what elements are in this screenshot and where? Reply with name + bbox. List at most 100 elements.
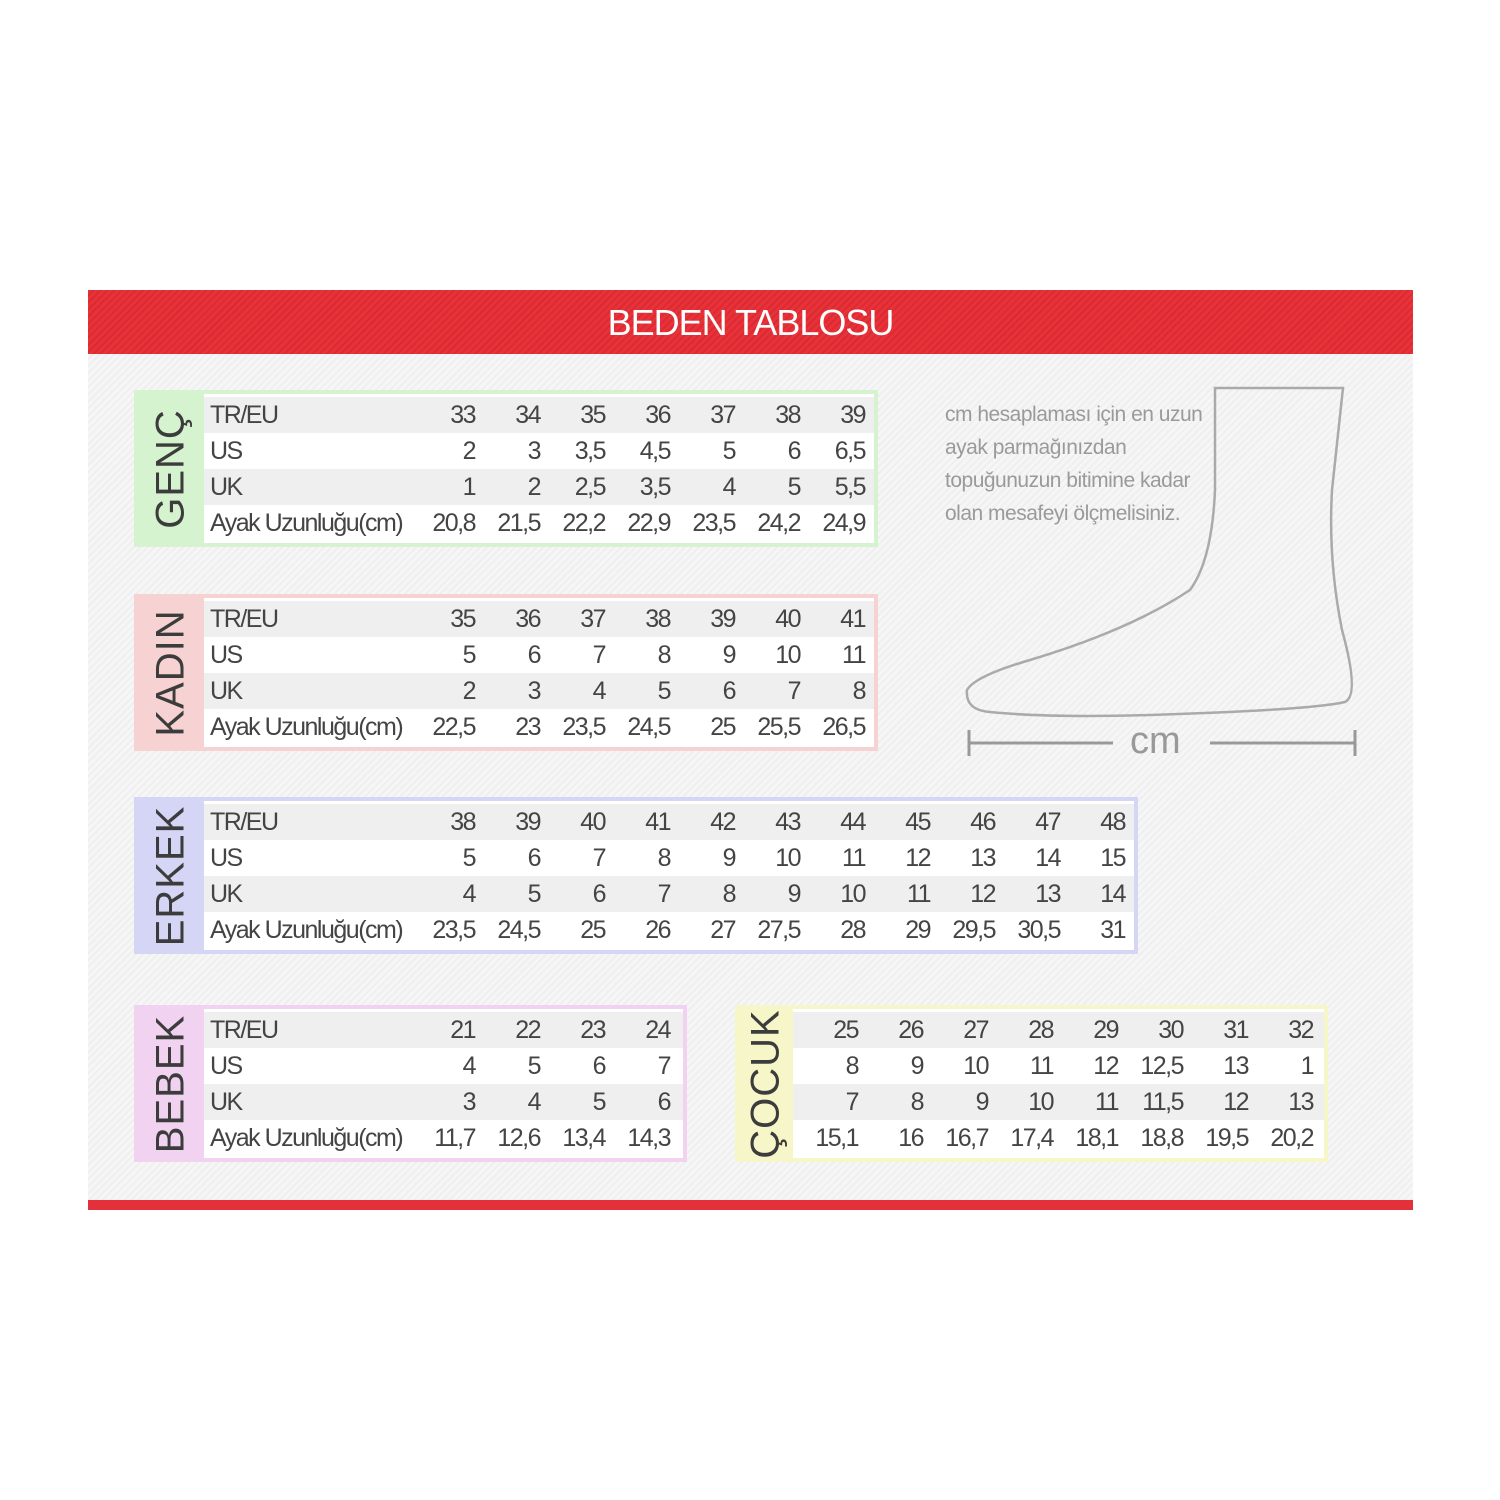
table-rows: TR/EU 35 36 37 38 39 40 41 US 5 6 7 8 9 10 11 UK 2 3 4 5 6 7 8 A… xyxy=(204,601,874,745)
size-cell: 44 xyxy=(840,807,866,836)
size-cell: 8 xyxy=(722,879,737,908)
size-cell: 23,5 xyxy=(562,712,606,741)
size-cell: 13 xyxy=(1223,1051,1249,1080)
table-row: US 5 6 7 8 9 10 11 12 13 14 15 xyxy=(204,840,1134,876)
size-cell: 5 xyxy=(527,879,542,908)
foot-outline-icon xyxy=(965,386,1357,756)
size-cell: 25 xyxy=(710,712,736,741)
size-cell: 25 xyxy=(580,915,606,944)
size-table-cocuk: ÇOCUK 25 26 27 28 29 30 31 32 8 9 10 11 12 12,5 13 1 7 8 9 1… xyxy=(735,1005,1328,1162)
size-cell: 23 xyxy=(515,712,541,741)
size-cell: 1 xyxy=(1300,1051,1315,1080)
size-cell: 29 xyxy=(905,915,931,944)
size-cell: 3 xyxy=(527,676,542,705)
size-cell: 6 xyxy=(592,879,607,908)
size-cell: 7 xyxy=(657,1051,672,1080)
table-rows: TR/EU 21 22 23 24 US 4 5 6 7 UK 3 4 5 6 Ayak Uzunluğu(c… xyxy=(204,1012,683,1156)
row-header: Ayak Uzunluğu(cm) xyxy=(210,508,404,537)
row-header: TR/EU xyxy=(210,604,279,633)
size-cell: 21 xyxy=(450,1015,476,1044)
size-cell: 24,2 xyxy=(757,508,801,537)
size-cell: 12,5 xyxy=(1140,1051,1184,1080)
size-cell: 10 xyxy=(775,640,801,669)
table-row: Ayak Uzunluğu(cm) 20,8 21,5 22,2 22,9 23,5 24,… xyxy=(204,505,874,541)
size-cell: 5,5 xyxy=(834,472,867,501)
size-cell: 9 xyxy=(910,1051,925,1080)
size-cell: 20,2 xyxy=(1270,1123,1314,1152)
table-row: Ayak Uzunluğu(cm) 22,5 23 23,5 24,5 25 25,5 26,… xyxy=(204,709,874,745)
size-cell: 11 xyxy=(1095,1087,1119,1116)
table-row: Ayak Uzunluğu(cm) 11,7 12,6 13,4 14,3 xyxy=(204,1120,683,1156)
size-cell: 6 xyxy=(527,640,542,669)
size-cell: 17,4 xyxy=(1010,1123,1054,1152)
size-cell: 22,5 xyxy=(432,712,476,741)
row-header: UK xyxy=(210,879,243,908)
size-cell: 40 xyxy=(775,604,801,633)
size-cell: 7 xyxy=(787,676,802,705)
size-cell: 9 xyxy=(722,843,737,872)
size-cell: 7 xyxy=(592,843,607,872)
table-row: UK 1 2 2,5 3,5 4 5 5,5 xyxy=(204,469,874,505)
ruler-label: cm xyxy=(1130,720,1181,762)
size-cell: 26 xyxy=(898,1015,924,1044)
size-cell: 12 xyxy=(905,843,931,872)
size-cell: 10 xyxy=(1028,1087,1054,1116)
size-cell: 8 xyxy=(657,640,672,669)
row-header: Ayak Uzunluğu(cm) xyxy=(210,1123,404,1152)
size-cell: 22,9 xyxy=(627,508,671,537)
size-cell: 8 xyxy=(852,676,867,705)
row-header: TR/EU xyxy=(210,1015,279,1044)
size-cell: 37 xyxy=(710,400,736,429)
table-row: 15,1 16 16,7 17,4 18,1 18,8 19,5 20,2 xyxy=(793,1120,1324,1156)
category-label-cell: ERKEK xyxy=(138,801,204,950)
size-cell: 20,8 xyxy=(432,508,476,537)
size-cell: 31 xyxy=(1100,915,1126,944)
chart-title: BEDEN TABLOSU xyxy=(88,290,1413,354)
size-cell: 48 xyxy=(1100,807,1126,836)
size-cell: 11,5 xyxy=(1142,1087,1184,1116)
size-cell: 34 xyxy=(515,400,541,429)
row-header: US xyxy=(210,640,243,669)
size-cell: 28 xyxy=(1028,1015,1054,1044)
size-table-erkek: ERKEK TR/EU 38 39 40 41 42 43 44 45 46 47 48 US 5 6 7 8 9 1… xyxy=(134,797,1138,954)
size-cell: 30,5 xyxy=(1017,915,1061,944)
size-cell: 47 xyxy=(1035,807,1061,836)
row-header: Ayak Uzunluğu(cm) xyxy=(210,915,404,944)
table-rows: 25 26 27 28 29 30 31 32 8 9 10 11 12 12,5 13 1 7 8 9 10 11 11… xyxy=(793,1012,1324,1156)
size-cell: 8 xyxy=(845,1051,860,1080)
size-cell: 11 xyxy=(907,879,931,908)
table-row: US 2 3 3,5 4,5 5 6 6,5 xyxy=(204,433,874,469)
size-cell: 26 xyxy=(645,915,671,944)
size-cell: 5 xyxy=(787,472,802,501)
table-row: UK 2 3 4 5 6 7 8 xyxy=(204,673,874,709)
size-cell: 6 xyxy=(592,1051,607,1080)
row-header: UK xyxy=(210,1087,243,1116)
row-header: US xyxy=(210,843,243,872)
size-cell: 12 xyxy=(1093,1051,1119,1080)
size-cell: 41 xyxy=(645,807,671,836)
size-cell: 1 xyxy=(462,472,477,501)
size-cell: 4 xyxy=(722,472,737,501)
size-cell: 13 xyxy=(1288,1087,1314,1116)
size-cell: 4 xyxy=(462,879,477,908)
table-rows: TR/EU 38 39 40 41 42 43 44 45 46 47 48 US 5 6 7 8 9 10 11 12… xyxy=(204,804,1134,948)
size-cell: 39 xyxy=(710,604,736,633)
size-cell: 45 xyxy=(905,807,931,836)
size-cell: 3,5 xyxy=(574,436,607,465)
size-cell: 12,6 xyxy=(497,1123,541,1152)
size-cell: 29 xyxy=(1093,1015,1119,1044)
size-cell: 36 xyxy=(515,604,541,633)
size-cell: 24,9 xyxy=(822,508,866,537)
size-cell: 23 xyxy=(580,1015,606,1044)
size-cell: 27 xyxy=(963,1015,989,1044)
size-cell: 4 xyxy=(462,1051,477,1080)
size-cell: 23,5 xyxy=(692,508,736,537)
size-cell: 4,5 xyxy=(639,436,672,465)
table-row: TR/EU 21 22 23 24 xyxy=(204,1012,683,1048)
size-cell: 18,8 xyxy=(1140,1123,1184,1152)
size-cell: 2,5 xyxy=(574,472,607,501)
table-row: US 5 6 7 8 9 10 11 xyxy=(204,637,874,673)
size-cell: 30 xyxy=(1158,1015,1184,1044)
size-cell: 4 xyxy=(592,676,607,705)
table-row: 7 8 9 10 11 11,5 12 13 xyxy=(793,1084,1324,1120)
